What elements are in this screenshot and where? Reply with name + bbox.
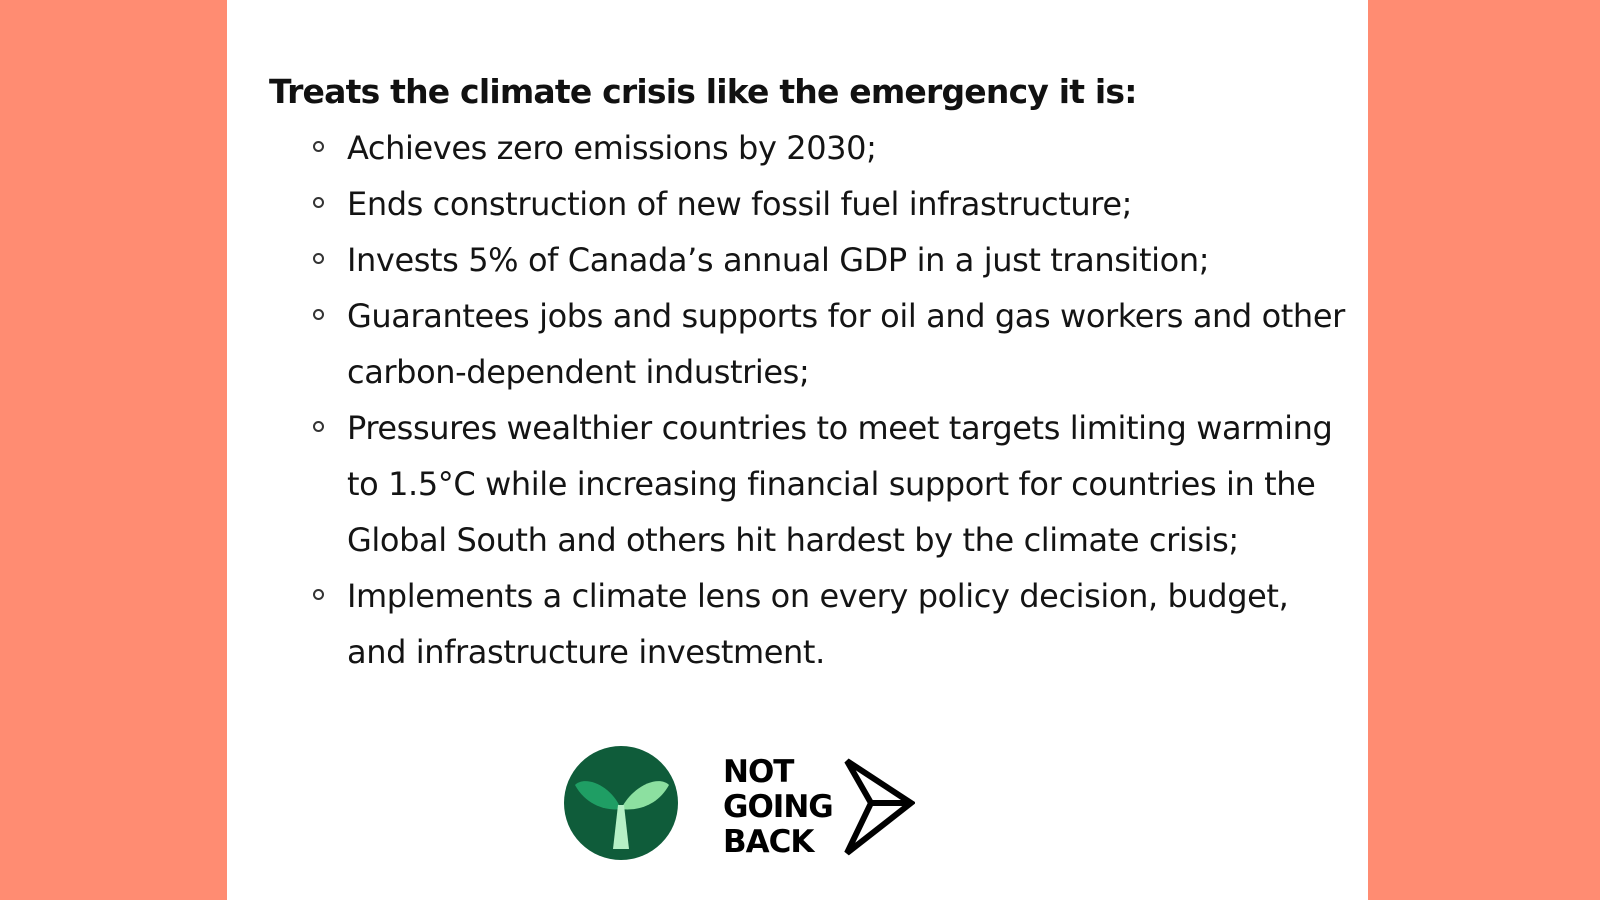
list-item: Pressures wealthier countries to meet ta… xyxy=(313,400,1357,568)
bullet-icon xyxy=(313,309,324,320)
logo-wordmark: NOT GOING BACK xyxy=(723,754,834,860)
logo-word-back: BACK xyxy=(723,824,814,860)
bullet-icon xyxy=(313,253,324,264)
list-item-text: Achieves zero emissions by 2030; xyxy=(347,129,877,167)
bullet-icon xyxy=(313,141,324,152)
list-item-text: Implements a climate lens on every polic… xyxy=(347,577,1289,671)
list-item: Invests 5% of Canada’s annual GDP in a j… xyxy=(313,232,1357,288)
logo-word-not: NOT xyxy=(723,754,794,790)
list-item: Implements a climate lens on every polic… xyxy=(313,568,1357,680)
list-item: Ends construction of new fossil fuel inf… xyxy=(313,176,1357,232)
list-item-text: Pressures wealthier countries to meet ta… xyxy=(347,409,1333,559)
sprout-logo-icon xyxy=(564,746,678,860)
logo-word-going: GOING xyxy=(723,789,834,825)
bullet-icon xyxy=(313,197,324,208)
content-panel: Treats the climate crisis like the emerg… xyxy=(227,0,1368,900)
list-item-text: Guarantees jobs and supports for oil and… xyxy=(347,297,1345,391)
section-heading: Treats the climate crisis like the emerg… xyxy=(269,72,1137,111)
arrow-logo-icon xyxy=(844,758,915,856)
list-item: Guarantees jobs and supports for oil and… xyxy=(313,288,1357,400)
list-item: Achieves zero emissions by 2030; xyxy=(313,120,1357,176)
not-going-back-logo: NOT GOING BACK xyxy=(723,755,923,860)
bullet-icon xyxy=(313,421,324,432)
policy-list: Achieves zero emissions by 2030; Ends co… xyxy=(313,120,1357,680)
list-item-text: Ends construction of new fossil fuel inf… xyxy=(347,185,1132,223)
bullet-icon xyxy=(313,589,324,600)
list-item-text: Invests 5% of Canada’s annual GDP in a j… xyxy=(347,241,1210,279)
